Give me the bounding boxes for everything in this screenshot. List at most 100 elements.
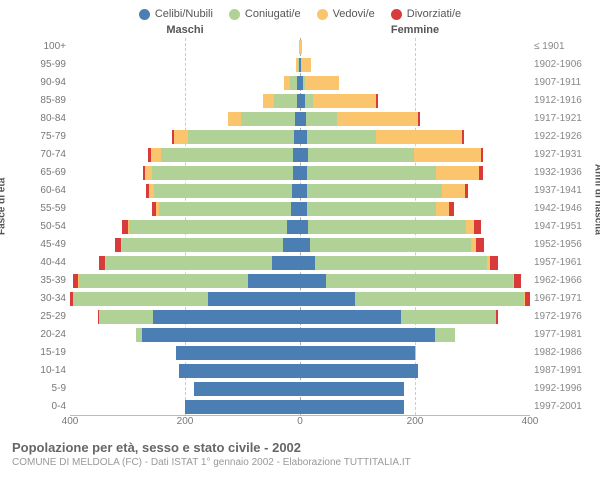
seg-v <box>174 130 188 144</box>
seg-v <box>151 148 161 162</box>
pyramid-row: 25-291972-1976 <box>70 308 530 326</box>
bar-male <box>70 182 300 200</box>
seg-k <box>315 256 488 270</box>
pyramid-row: 10-141987-1991 <box>70 362 530 380</box>
x-tick: 200 <box>407 416 424 427</box>
bar-male <box>70 398 300 416</box>
birth-label: 1967-1971 <box>534 290 594 308</box>
bar-female <box>300 74 530 92</box>
pyramid-row: 0-41997-2001 <box>70 398 530 416</box>
age-label: 15-19 <box>6 344 66 362</box>
seg-c <box>300 328 435 342</box>
seg-c <box>292 184 300 198</box>
pyramid-row: 30-341967-1971 <box>70 290 530 308</box>
bar-female <box>300 290 530 308</box>
seg-c <box>248 274 300 288</box>
age-label: 20-24 <box>6 326 66 344</box>
seg-k <box>326 274 513 288</box>
x-tick: 400 <box>522 416 539 427</box>
seg-k <box>274 94 297 108</box>
bar-male <box>70 200 300 218</box>
seg-k <box>310 238 471 252</box>
seg-d <box>496 310 498 324</box>
pyramid-row: 70-741927-1931 <box>70 146 530 164</box>
seg-c <box>293 166 300 180</box>
pyramid-row: 55-591942-1946 <box>70 200 530 218</box>
seg-c <box>300 400 404 414</box>
seg-k <box>188 130 294 144</box>
birth-label: 1922-1926 <box>534 128 594 146</box>
birth-label: 1942-1946 <box>534 200 594 218</box>
birth-label: 1952-1956 <box>534 236 594 254</box>
seg-k <box>159 202 291 216</box>
bar-male <box>70 164 300 182</box>
legend-item: Vedovi/e <box>317 8 375 20</box>
plot: 100+≤ 190195-991902-190690-941907-191185… <box>70 38 530 416</box>
pyramid-row: 85-891912-1916 <box>70 92 530 110</box>
seg-k <box>73 292 208 306</box>
legend-swatch <box>317 9 328 20</box>
seg-d <box>476 238 484 252</box>
bar-female <box>300 398 530 416</box>
seg-v <box>263 94 273 108</box>
bar-male <box>70 272 300 290</box>
seg-k <box>355 292 525 306</box>
bar-female <box>300 128 530 146</box>
pyramid-row: 60-641937-1941 <box>70 182 530 200</box>
age-label: 70-74 <box>6 146 66 164</box>
x-tick: 0 <box>297 416 303 427</box>
seg-d <box>525 292 530 306</box>
legend-label: Coniugati/e <box>245 8 301 20</box>
pyramid-row: 65-691932-1936 <box>70 164 530 182</box>
age-label: 65-69 <box>6 164 66 182</box>
seg-v <box>228 112 241 126</box>
age-label: 60-64 <box>6 182 66 200</box>
seg-c <box>208 292 300 306</box>
birth-label: 1962-1966 <box>534 272 594 290</box>
age-label: 75-79 <box>6 128 66 146</box>
pyramid-row: 35-391962-1966 <box>70 272 530 290</box>
seg-c <box>287 220 300 234</box>
pyramid-row: 15-191982-1986 <box>70 344 530 362</box>
age-label: 40-44 <box>6 254 66 272</box>
bar-male <box>70 236 300 254</box>
bar-female <box>300 308 530 326</box>
seg-v <box>145 166 152 180</box>
seg-d <box>479 166 482 180</box>
seg-d <box>465 184 468 198</box>
seg-k <box>122 238 283 252</box>
age-label: 55-59 <box>6 200 66 218</box>
seg-c <box>185 400 300 414</box>
bar-male <box>70 362 300 380</box>
bar-female <box>300 236 530 254</box>
pyramid-row: 90-941907-1911 <box>70 74 530 92</box>
bar-male <box>70 74 300 92</box>
seg-k <box>152 166 293 180</box>
seg-k <box>306 112 338 126</box>
x-axis: 4002000200400 <box>70 416 530 432</box>
seg-k <box>305 94 314 108</box>
bar-female <box>300 362 530 380</box>
seg-v <box>337 112 418 126</box>
age-label: 50-54 <box>6 218 66 236</box>
label-female: Femmine <box>300 24 530 36</box>
seg-k <box>308 220 466 234</box>
seg-v <box>436 202 449 216</box>
seg-k <box>241 112 296 126</box>
seg-c <box>176 346 300 360</box>
seg-c <box>300 256 315 270</box>
bar-male <box>70 290 300 308</box>
seg-v <box>305 76 340 90</box>
birth-label: 1937-1941 <box>534 182 594 200</box>
bar-male <box>70 308 300 326</box>
seg-d <box>514 274 521 288</box>
seg-d <box>449 202 454 216</box>
seg-c <box>300 238 310 252</box>
birth-label: 1902-1906 <box>534 56 594 74</box>
seg-k <box>99 310 154 324</box>
age-label: 0-4 <box>6 398 66 416</box>
seg-c <box>291 202 300 216</box>
birth-label: 1997-2001 <box>534 398 594 416</box>
bar-male <box>70 326 300 344</box>
seg-c <box>300 274 326 288</box>
